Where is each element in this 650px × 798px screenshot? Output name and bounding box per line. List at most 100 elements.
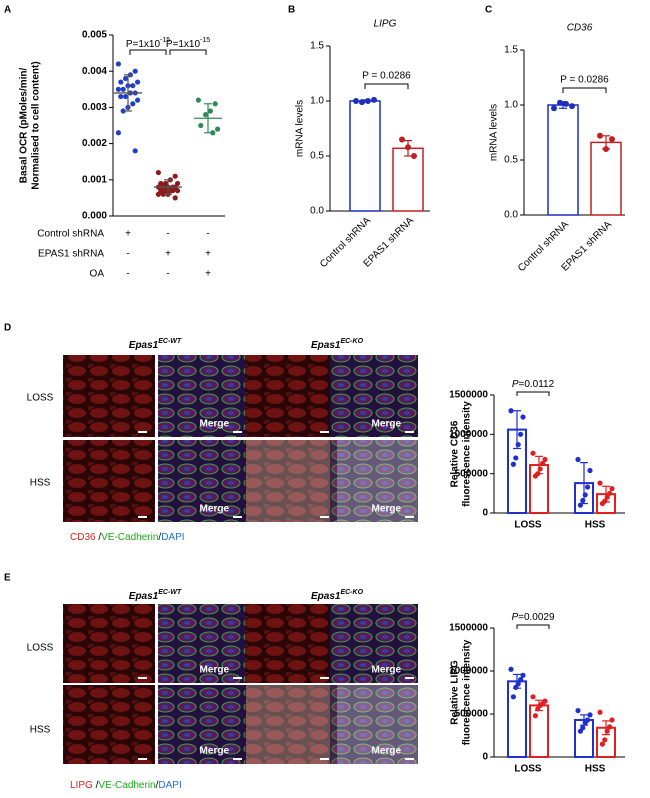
y-tick-label: 1000000 bbox=[449, 666, 488, 677]
row-label: OA bbox=[90, 269, 105, 280]
row-label: HSS bbox=[30, 725, 51, 736]
data-point bbox=[207, 108, 213, 114]
column-header: Epas1EC-WT bbox=[129, 338, 182, 350]
bar bbox=[529, 704, 549, 759]
data-point bbox=[582, 720, 588, 726]
data-point bbox=[172, 195, 178, 201]
data-point bbox=[607, 724, 613, 730]
scale-bar bbox=[138, 516, 147, 518]
row-label: EPAS1 shRNA bbox=[38, 249, 104, 260]
data-point bbox=[532, 713, 539, 719]
data-point bbox=[582, 492, 588, 498]
p-italic: P bbox=[511, 612, 518, 623]
data-point bbox=[123, 93, 129, 100]
data-point bbox=[132, 68, 138, 74]
y-tick-label: 0.003 bbox=[82, 102, 107, 113]
column-header: Epas1EC-KO bbox=[311, 589, 364, 601]
y-tick-label: 500000 bbox=[455, 709, 489, 720]
red-channel-image bbox=[63, 355, 155, 437]
row-sign: - bbox=[206, 229, 209, 240]
merge-label: Merge bbox=[372, 504, 402, 515]
scale-bar bbox=[320, 431, 329, 433]
y-tick-label: 0 bbox=[482, 508, 488, 519]
data-point bbox=[115, 61, 121, 67]
merge-label: Merge bbox=[372, 665, 402, 676]
data-point bbox=[537, 466, 543, 472]
row-label: LOSS bbox=[27, 393, 54, 404]
data-point bbox=[175, 188, 181, 194]
data-point bbox=[535, 706, 541, 712]
y-tick-label: 1.0 bbox=[310, 96, 324, 107]
merge-image bbox=[158, 685, 246, 764]
data-point bbox=[405, 144, 411, 151]
red-channel-image bbox=[63, 685, 155, 764]
data-point bbox=[597, 709, 603, 715]
p-value-base: P=1x10 bbox=[166, 39, 201, 50]
legend-part: / bbox=[156, 780, 159, 791]
y-tick-label: 0.0 bbox=[504, 210, 518, 221]
legend-part: DAPI bbox=[161, 532, 184, 543]
data-point bbox=[607, 490, 613, 496]
data-point bbox=[575, 707, 581, 714]
row-sign: + bbox=[205, 249, 211, 260]
row-label: HSS bbox=[30, 478, 51, 489]
red-channel-image bbox=[245, 604, 337, 683]
scale-bar bbox=[320, 758, 329, 760]
data-point bbox=[515, 441, 521, 448]
p-value: P=1x10-15 bbox=[126, 37, 170, 49]
p-italic: P bbox=[512, 379, 519, 390]
data-point bbox=[508, 408, 514, 414]
column-header-base: Epas1 bbox=[311, 340, 341, 351]
row-sign: - bbox=[166, 269, 169, 280]
scale-bar bbox=[405, 677, 414, 679]
data-point bbox=[603, 146, 609, 152]
x-tick-label: HSS bbox=[585, 764, 606, 775]
y-axis-label: Relative LIPG bbox=[450, 660, 461, 725]
data-point bbox=[532, 473, 539, 479]
data-point bbox=[520, 414, 526, 420]
p-text: =0.0029 bbox=[518, 612, 555, 623]
y-tick-label: 1500000 bbox=[449, 623, 488, 634]
column-header-base: Epas1 bbox=[129, 340, 159, 351]
merge-label: Merge bbox=[200, 746, 230, 757]
data-point bbox=[518, 431, 524, 437]
significance-bracket bbox=[169, 49, 207, 55]
y-tick-label: 1.5 bbox=[310, 41, 324, 52]
scale-bar bbox=[138, 758, 147, 760]
legend-part: / bbox=[98, 532, 101, 543]
p-value: P = 0.0286 bbox=[362, 71, 411, 82]
data-point bbox=[115, 130, 121, 136]
p-value-sup: -15 bbox=[160, 37, 170, 44]
data-point bbox=[563, 100, 569, 107]
p-value-base: P=1x10 bbox=[126, 39, 161, 50]
merge-image bbox=[330, 440, 418, 522]
chart-title: LIPG bbox=[374, 19, 397, 30]
row-sign: + bbox=[125, 229, 131, 240]
legend-part: DAPI bbox=[158, 780, 181, 791]
y-tick-label: 1.0 bbox=[504, 100, 518, 111]
y-tick-label: 0.001 bbox=[82, 174, 107, 185]
column-header-sup: EC-WT bbox=[158, 589, 182, 596]
scale-bar bbox=[405, 758, 414, 760]
p-value: P=1x10-15 bbox=[166, 37, 210, 49]
merge-image bbox=[158, 355, 246, 437]
y-axis-label: Normalised to cell content) bbox=[31, 61, 42, 189]
panel-letter: D bbox=[4, 323, 11, 334]
y-tick-label: 0.000 bbox=[82, 211, 107, 222]
data-point bbox=[155, 191, 161, 197]
merge-label: Merge bbox=[372, 419, 402, 430]
data-point bbox=[135, 97, 141, 103]
column-header-sup: EC-KO bbox=[340, 589, 363, 596]
data-point bbox=[557, 99, 563, 106]
data-point bbox=[359, 99, 365, 106]
data-point bbox=[597, 132, 603, 139]
significance-bracket bbox=[516, 624, 550, 629]
data-point bbox=[587, 467, 593, 474]
legend-part: CD36 bbox=[70, 532, 98, 543]
merge-label: Merge bbox=[200, 504, 230, 515]
data-point bbox=[365, 98, 371, 104]
data-point bbox=[510, 461, 516, 467]
data-point bbox=[130, 83, 136, 89]
column-header-base: Epas1 bbox=[129, 591, 159, 602]
data-point bbox=[172, 173, 178, 179]
